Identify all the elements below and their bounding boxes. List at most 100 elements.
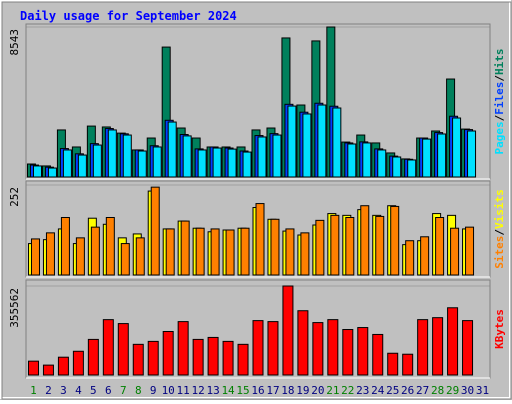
chart-title: Daily usage for September 2024 [20, 9, 237, 23]
bar [450, 227, 460, 276]
legend-entry: Files [493, 82, 506, 115]
bar [347, 143, 357, 178]
bar [392, 156, 402, 178]
bar [372, 333, 384, 376]
legend-separator: / [493, 114, 506, 121]
bar [297, 310, 309, 376]
bar [165, 228, 175, 276]
bar [107, 129, 117, 178]
bar [437, 133, 447, 178]
bar [102, 319, 114, 376]
bar [375, 215, 385, 276]
bar [360, 205, 370, 276]
bar [252, 320, 264, 376]
bar [462, 320, 474, 376]
bar [300, 232, 310, 276]
bar [417, 319, 429, 376]
bar [420, 236, 430, 276]
bar [117, 323, 129, 376]
x-tick-label: 9 [150, 384, 157, 397]
bar [287, 105, 297, 178]
bar [32, 165, 42, 178]
x-tick-label: 25 [386, 384, 399, 397]
bar [30, 238, 40, 276]
bar [242, 151, 252, 178]
bar [302, 113, 312, 178]
bar [197, 149, 207, 178]
bar [75, 237, 85, 276]
bar [342, 329, 354, 376]
x-tick-label: 26 [401, 384, 414, 397]
x-tick-label: 13 [206, 384, 219, 397]
x-tick-label: 1 [30, 384, 37, 397]
bar [345, 217, 355, 276]
x-tick-label: 11 [177, 384, 190, 397]
bar [402, 353, 414, 376]
bar [60, 217, 70, 276]
bar [330, 214, 340, 276]
bar [137, 150, 147, 178]
bar [122, 134, 132, 178]
bar [222, 340, 234, 376]
x-tick-label: 17 [266, 384, 279, 397]
x-tick-label: 18 [281, 384, 294, 397]
x-tick-label: 15 [236, 384, 249, 397]
legend-entry: Pages [493, 121, 506, 154]
x-tick-label: 23 [356, 384, 369, 397]
bar [132, 343, 144, 376]
x-tick-label: 4 [75, 384, 82, 397]
bar [27, 360, 39, 376]
legend-separator: / [493, 229, 506, 236]
legend-separator: / [493, 75, 506, 82]
x-tick-label: 24 [371, 384, 385, 397]
bar [45, 232, 55, 276]
bar [105, 217, 115, 276]
bar [42, 364, 54, 376]
bar [72, 350, 84, 376]
bar [47, 167, 57, 178]
bar [182, 135, 192, 178]
bar [377, 149, 387, 178]
bar [212, 147, 222, 178]
x-tick-label: 31 [476, 384, 489, 397]
x-tick-label: 20 [311, 384, 324, 397]
bar [282, 285, 294, 376]
x-tick-label: 28 [431, 384, 444, 397]
bar [432, 317, 444, 376]
bar [357, 327, 369, 376]
legend: Sites/Visits [493, 189, 506, 269]
bar [177, 321, 189, 376]
bar [332, 107, 342, 178]
bar [87, 338, 99, 376]
bar [210, 228, 220, 276]
x-tick-label: 29 [446, 384, 459, 397]
bar [390, 205, 400, 276]
bar [435, 217, 445, 276]
x-tick-label: 10 [162, 384, 175, 397]
bar [362, 142, 372, 178]
bar [270, 218, 280, 276]
y-tick-label: 8543 [8, 29, 21, 56]
bar [90, 226, 100, 276]
x-tick-label: 16 [251, 384, 264, 397]
bar [135, 237, 145, 276]
bar [207, 336, 219, 376]
x-tick-label: 14 [221, 384, 235, 397]
bar [92, 144, 102, 178]
legend-entry: Visits [493, 189, 506, 229]
bar [315, 219, 325, 276]
bar [180, 220, 190, 276]
bar [405, 240, 415, 276]
legend: KBytes [493, 309, 506, 349]
x-tick-label: 22 [341, 384, 354, 397]
bar [150, 186, 160, 276]
x-tick-label: 2 [45, 384, 52, 397]
x-tick-label: 8 [135, 384, 142, 397]
x-tick-label: 27 [416, 384, 429, 397]
x-tick-label: 7 [120, 384, 127, 397]
bar [285, 228, 295, 276]
bar [465, 226, 475, 276]
legend-entry: Sites [493, 236, 506, 269]
